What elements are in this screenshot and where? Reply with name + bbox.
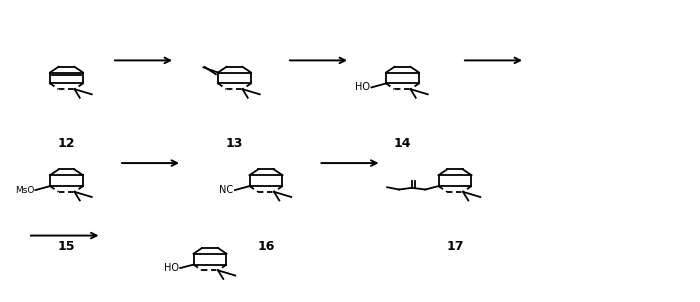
Text: 14: 14 bbox=[393, 137, 411, 150]
Text: MsO: MsO bbox=[15, 186, 34, 194]
Text: 15: 15 bbox=[57, 240, 76, 253]
Text: 17: 17 bbox=[447, 240, 463, 253]
Text: 16: 16 bbox=[258, 240, 274, 253]
Text: HO: HO bbox=[164, 263, 179, 273]
Text: 12: 12 bbox=[57, 137, 76, 150]
Text: HO: HO bbox=[355, 82, 370, 92]
Text: 13: 13 bbox=[226, 137, 243, 150]
Text: NC: NC bbox=[219, 185, 234, 195]
